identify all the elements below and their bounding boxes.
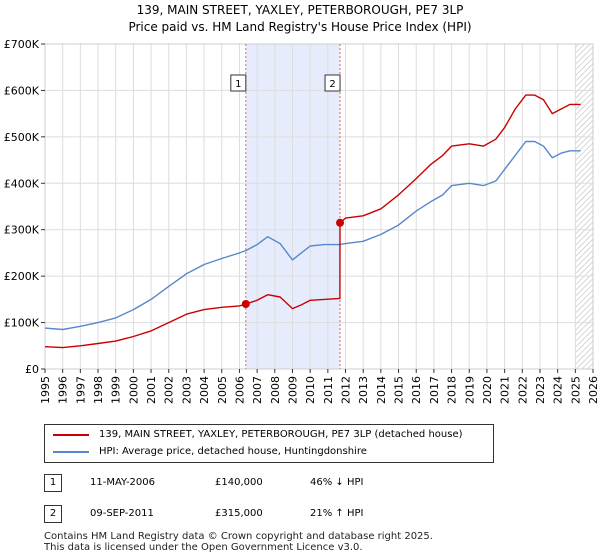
x-tick-label: 2002 <box>163 376 176 404</box>
y-tick-label: £0 <box>25 363 39 376</box>
x-tick-label: 2005 <box>216 376 229 404</box>
sale-row: 1 11-MAY-2006 £140,000 46% ↓ HPI <box>0 474 600 494</box>
x-tick-label: 2000 <box>127 376 140 404</box>
x-tick-label: 2022 <box>516 376 529 404</box>
y-tick-label: £200K <box>4 270 40 283</box>
x-tick-label: 1996 <box>57 376 70 404</box>
x-tick-label: 2014 <box>375 376 388 404</box>
x-tick-label: 2019 <box>463 376 476 404</box>
sale-price: £140,000 <box>215 477 263 488</box>
annotation-badge: 1 <box>230 74 247 92</box>
footer-copyright: Contains HM Land Registry data © Crown c… <box>44 531 433 542</box>
sale-number-badge: 1 <box>44 474 62 492</box>
chart-subtitle: Price paid vs. HM Land Registry's House … <box>128 20 472 34</box>
sale-date: 11-MAY-2006 <box>90 477 156 488</box>
plot-border <box>44 43 594 370</box>
legend: 139, MAIN STREET, YAXLEY, PETERBOROUGH, … <box>44 424 494 463</box>
y-tick-label: £600K <box>4 84 40 97</box>
price-chart: £0 £100K £200K £300K £400K £500K £600K £700K 19… <box>4 38 600 404</box>
x-tick-label: 1995 <box>39 376 52 404</box>
x-tick-label: 2007 <box>251 376 264 404</box>
x-tick-label: 2016 <box>410 376 423 404</box>
x-tick-label: 2024 <box>552 376 565 404</box>
legend-swatch-hpi <box>53 451 89 453</box>
legend-label-property: 139, MAIN STREET, YAXLEY, PETERBOROUGH, … <box>99 429 463 440</box>
x-tick-label: 2020 <box>481 376 494 404</box>
x-tick-label: 2011 <box>322 376 335 404</box>
x-tick-label: 2001 <box>145 376 158 404</box>
annotation-label: 2 <box>329 79 335 90</box>
x-tick-label: 2018 <box>446 376 459 404</box>
sale-row: 2 09-SEP-2011 £315,000 21% ↑ HPI <box>0 505 600 525</box>
x-tick-label: 1998 <box>92 376 105 404</box>
x-tick-label: 2025 <box>569 376 582 404</box>
x-tick-label: 2003 <box>180 376 193 404</box>
sale-point <box>336 218 345 227</box>
x-tick-label: 2013 <box>357 376 370 404</box>
legend-swatch-property <box>53 434 89 436</box>
annotation-badge: 2 <box>324 74 341 92</box>
sale-hpi-diff: 21% ↑ HPI <box>310 508 364 519</box>
y-tick-label: £700K <box>4 38 40 51</box>
forecast-hatch <box>575 44 593 369</box>
x-tick-label: 2023 <box>534 376 547 404</box>
sale-date: 09-SEP-2011 <box>90 508 154 519</box>
y-tick-label: £100K <box>4 317 40 330</box>
legend-item-hpi: HPI: Average price, detached house, Hunt… <box>45 444 491 460</box>
y-tick-label: £500K <box>4 131 40 144</box>
sale-point <box>241 300 250 308</box>
x-tick-label: 2008 <box>269 376 282 404</box>
x-tick-label: 2012 <box>340 376 353 404</box>
x-tick-label: 2015 <box>393 376 406 404</box>
y-tick-label: £300K <box>4 224 40 237</box>
annotation-box <box>230 74 247 92</box>
x-tick-label: 2004 <box>198 376 211 404</box>
sale-hpi-diff: 46% ↓ HPI <box>310 477 364 488</box>
sale-price: £315,000 <box>215 508 263 519</box>
legend-label-hpi: HPI: Average price, detached house, Hunt… <box>99 446 367 457</box>
x-tick-label: 2021 <box>499 376 512 404</box>
footer-licence: This data is licensed under the Open Gov… <box>44 542 363 553</box>
x-tick-label: 2009 <box>286 376 299 404</box>
x-tick-label: 2006 <box>233 376 246 404</box>
x-tick-label: 2017 <box>428 376 441 404</box>
annotation-box <box>324 74 341 92</box>
x-tick-label: 1997 <box>74 376 87 404</box>
annotation-label: 1 <box>235 79 241 90</box>
chart-title: 139, MAIN STREET, YAXLEY, PETERBOROUGH, … <box>136 3 464 17</box>
sale-number-badge: 2 <box>44 505 62 523</box>
x-tick-label: 2026 <box>587 376 600 404</box>
x-tick-label: 1999 <box>110 376 123 404</box>
property-price-line <box>44 94 581 349</box>
x-tick-label: 2010 <box>304 376 317 404</box>
legend-item-property: 139, MAIN STREET, YAXLEY, PETERBOROUGH, … <box>45 427 491 443</box>
y-tick-label: £400K <box>4 177 40 190</box>
